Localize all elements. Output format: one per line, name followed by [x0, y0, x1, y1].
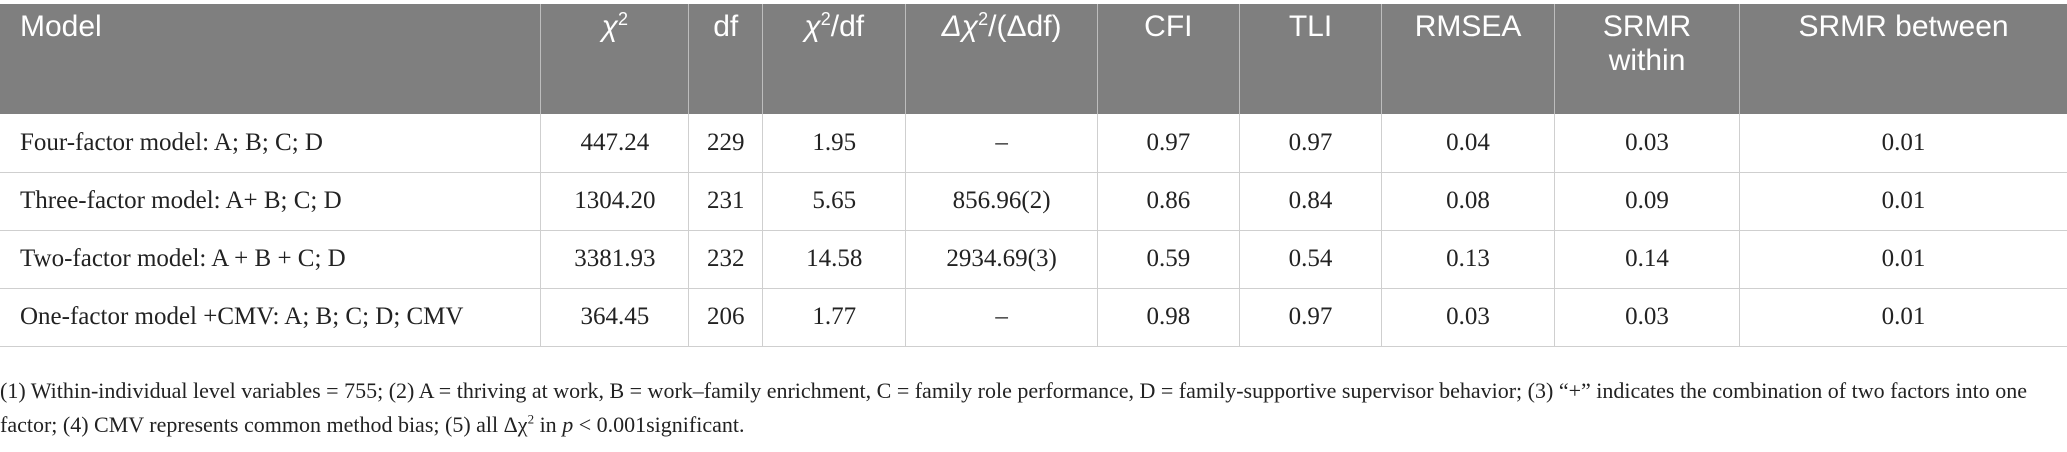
header-cfi: CFI	[1097, 4, 1240, 114]
cell-model: Four-factor model: A; B; C; D	[0, 114, 542, 173]
cell-rmsea: 0.04	[1381, 114, 1555, 173]
cell-chi-square: 3381.93	[540, 230, 690, 289]
cell-chi-square-df: 5.65	[762, 172, 907, 231]
cell-df: 229	[688, 114, 764, 173]
cell-srmr-within: 0.14	[1554, 230, 1741, 289]
header-srmr-within: SRMR within	[1554, 4, 1741, 114]
cell-delta-chi-square: –	[905, 288, 1098, 347]
header-label: CFI	[1144, 10, 1193, 43]
cell-srmr-between: 0.01	[1739, 230, 2067, 289]
table-row: Four-factor model: A; B; C; D 447.24 229 1.…	[0, 114, 2067, 173]
header-label: χ	[601, 10, 618, 43]
header-df: df	[688, 4, 764, 114]
table-row: Two-factor model: A + B + C; D 3381.93 232…	[0, 230, 2067, 289]
header-label: df	[713, 10, 739, 43]
table-header: Model χ2 df χ2/df Δχ2/(Δdf) CFI TLI RMSEA SRMR w…	[0, 4, 2067, 114]
cell-tli: 0.84	[1239, 172, 1383, 231]
cell-delta-chi-square: 856.96(2)	[905, 172, 1098, 231]
cell-srmr-within: 0.03	[1554, 288, 1741, 347]
header-superscript: 2	[978, 9, 989, 29]
cell-chi-square: 447.24	[540, 114, 690, 173]
footnote-p-symbol: p	[562, 412, 574, 437]
header-delta-chi-square: Δχ2/(Δdf)	[905, 4, 1098, 114]
header-rmsea: RMSEA	[1381, 4, 1555, 114]
table-body: Four-factor model: A; B; C; D 447.24 229 1.…	[0, 114, 2067, 347]
header-chi-square: χ2	[540, 4, 690, 114]
cell-model: One-factor model +CMV: A; B; C; D; CMV	[0, 288, 542, 347]
table-row: Three-factor model: A+ B; C; D 1304.20 231…	[0, 172, 2067, 231]
cell-srmr-between: 0.01	[1739, 114, 2067, 173]
header-superscript: 2	[618, 9, 629, 29]
cell-cfi: 0.98	[1097, 288, 1240, 347]
header-label: RMSEA	[1414, 10, 1522, 43]
cell-cfi: 0.59	[1097, 230, 1240, 289]
cell-srmr-within: 0.03	[1554, 114, 1741, 173]
cell-tli: 0.97	[1239, 288, 1383, 347]
cell-chi-square-df: 14.58	[762, 230, 907, 289]
header-label-suffix: /df	[830, 10, 865, 43]
cell-tli: 0.97	[1239, 114, 1383, 173]
cell-delta-chi-square: 2934.69(3)	[905, 230, 1098, 289]
header-label: Δχ	[941, 10, 979, 43]
cell-rmsea: 0.08	[1381, 172, 1555, 231]
cell-df: 206	[688, 288, 764, 347]
cell-chi-square: 1304.20	[540, 172, 690, 231]
cell-df: 232	[688, 230, 764, 289]
header-model: Model	[0, 4, 542, 114]
cell-srmr-within: 0.09	[1554, 172, 1741, 231]
header-label: SRMR between	[1798, 10, 2009, 43]
header-label: SRMR within	[1602, 10, 1692, 77]
cell-cfi: 0.86	[1097, 172, 1240, 231]
header-label: Model	[20, 10, 102, 43]
cell-model: Three-factor model: A+ B; C; D	[0, 172, 542, 231]
footnote-text: (1) Within-individual level variables = …	[0, 378, 2027, 437]
header-row: Model χ2 df χ2/df Δχ2/(Δdf) CFI TLI RMSEA SRMR w…	[0, 4, 2067, 114]
footnote-text-2: in	[534, 412, 563, 437]
cell-srmr-between: 0.01	[1739, 172, 2067, 231]
cell-chi-square-df: 1.77	[762, 288, 907, 347]
header-srmr-between: SRMR between	[1739, 4, 2067, 114]
cell-chi-square-df: 1.95	[762, 114, 907, 173]
footnote-text-3: < 0.001significant.	[573, 412, 745, 437]
cell-df: 231	[688, 172, 764, 231]
cell-srmr-between: 0.01	[1739, 288, 2067, 347]
cell-model: Two-factor model: A + B + C; D	[0, 230, 542, 289]
cell-rmsea: 0.13	[1381, 230, 1555, 289]
cell-delta-chi-square: –	[905, 114, 1098, 173]
cell-cfi: 0.97	[1097, 114, 1240, 173]
fit-indices-table: Model χ2 df χ2/df Δχ2/(Δdf) CFI TLI RMSEA SRMR w…	[0, 4, 2067, 347]
header-tli: TLI	[1239, 4, 1383, 114]
header-label: χ	[804, 10, 821, 43]
header-label: TLI	[1288, 10, 1333, 43]
header-label-suffix: /(Δdf)	[988, 10, 1062, 43]
table-row: One-factor model +CMV: A; B; C; D; CMV 36…	[0, 288, 2067, 347]
cell-rmsea: 0.03	[1381, 288, 1555, 347]
header-chi-square-df: χ2/df	[762, 4, 907, 114]
cell-tli: 0.54	[1239, 230, 1383, 289]
cell-chi-square: 364.45	[540, 288, 690, 347]
footnote-superscript: 2	[527, 411, 535, 427]
header-superscript: 2	[820, 9, 831, 29]
table-footnote: (1) Within-individual level variables = …	[0, 374, 2060, 442]
